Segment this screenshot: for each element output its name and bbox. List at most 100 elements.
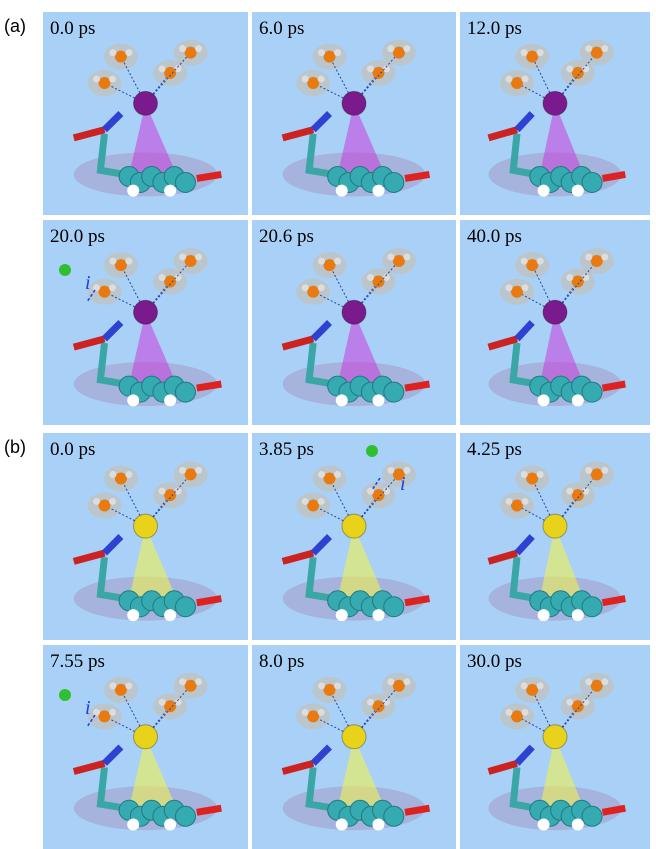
molecule-part	[403, 254, 410, 261]
molecule-part	[74, 130, 105, 138]
molecule-part	[506, 709, 513, 716]
molecule-part	[324, 51, 336, 63]
molecule-part	[591, 468, 603, 480]
molecule-part	[93, 76, 100, 83]
molecule-part	[489, 763, 518, 771]
molecule-part	[318, 49, 325, 56]
molecule-part	[93, 498, 100, 505]
molecule-part	[405, 174, 429, 178]
molecule-part	[591, 680, 603, 692]
molecule-part	[537, 471, 544, 478]
molecule-part	[336, 185, 348, 197]
molecule-part	[522, 498, 529, 505]
time-label: 4.25 ps	[467, 439, 522, 461]
molecule-part	[197, 599, 222, 603]
molecule-part	[159, 488, 166, 495]
molecule-part	[522, 709, 529, 716]
molecule-part	[543, 514, 567, 538]
molecule-part	[372, 276, 384, 288]
molecule-part	[506, 284, 513, 291]
molecule-part	[99, 77, 111, 89]
molecule-part	[367, 699, 374, 706]
molecule-part	[175, 172, 195, 192]
molecule-part	[134, 514, 158, 538]
molecule-part	[591, 47, 603, 59]
molecule-part	[566, 488, 573, 495]
molecule-part	[105, 537, 121, 554]
molecule-part	[185, 47, 197, 59]
time-label: 30.0 ps	[467, 651, 522, 673]
molecule-part	[603, 599, 626, 603]
molecule-part	[538, 819, 550, 831]
molecule-part	[324, 259, 336, 271]
molecule-part	[582, 597, 602, 617]
molecule-part	[517, 747, 532, 763]
molecule-part	[572, 489, 584, 501]
molecule-part	[393, 255, 405, 267]
molecule-part	[302, 76, 309, 83]
molecule	[460, 645, 650, 849]
molecule	[460, 220, 650, 425]
molecule-part	[566, 274, 573, 281]
molecule-part	[521, 49, 528, 56]
molecule-part	[521, 471, 528, 478]
molecule-part	[538, 185, 550, 197]
molecule-part	[342, 725, 366, 749]
molecule-part	[537, 258, 544, 265]
molecule-part	[283, 763, 314, 771]
molecule-part	[109, 49, 116, 56]
molecule-part	[109, 76, 116, 83]
molecule-part	[283, 339, 314, 347]
frame: 3.85 psi	[252, 433, 456, 640]
molecule-part	[572, 67, 584, 79]
molecule-part	[403, 678, 410, 685]
molecule-part	[342, 300, 366, 324]
molecule-part	[134, 91, 158, 115]
molecule-part	[313, 747, 329, 763]
molecule-part	[164, 489, 176, 501]
molecule-part	[387, 254, 394, 261]
molecule-part	[164, 67, 176, 79]
molecule-part	[506, 76, 513, 83]
molecule-part	[393, 47, 405, 59]
molecule-part	[603, 174, 626, 178]
molecule-part	[324, 684, 336, 696]
molecule-part	[511, 286, 523, 298]
molecule-part	[336, 819, 348, 831]
molecule-part	[336, 394, 348, 406]
molecule-part	[164, 185, 176, 197]
molecule-part	[572, 819, 584, 831]
molecule-part	[517, 114, 532, 130]
molecule-part	[522, 76, 529, 83]
time-label: 8.0 ps	[259, 651, 304, 673]
molecule-part	[543, 91, 567, 115]
molecule-part	[115, 473, 127, 485]
molecule-part	[526, 684, 538, 696]
molecule-part	[372, 394, 384, 406]
molecule-part	[384, 806, 404, 826]
molecule-part	[522, 284, 529, 291]
molecule-part	[511, 710, 523, 722]
molecule-part	[74, 553, 105, 561]
molecule-part	[572, 609, 584, 621]
molecule-part	[318, 709, 325, 716]
molecule	[252, 220, 456, 425]
molecule-part	[175, 597, 195, 617]
molecule-part	[164, 609, 176, 621]
molecule-part	[318, 76, 325, 83]
arrow	[87, 715, 95, 727]
molecule-part	[572, 394, 584, 406]
molecule-part	[511, 77, 523, 89]
molecule-part	[334, 682, 341, 689]
molecule-part	[403, 45, 410, 52]
molecule-part	[543, 725, 567, 749]
molecule-part	[334, 258, 341, 265]
molecule-part	[405, 808, 429, 812]
molecule	[252, 645, 456, 849]
frame: 40.0 ps	[460, 220, 650, 425]
frame: 0.0 ps	[43, 12, 248, 215]
molecule-part	[526, 259, 538, 271]
molecule-part	[318, 682, 325, 689]
molecule-part	[115, 51, 127, 63]
molecule-part	[179, 45, 186, 52]
